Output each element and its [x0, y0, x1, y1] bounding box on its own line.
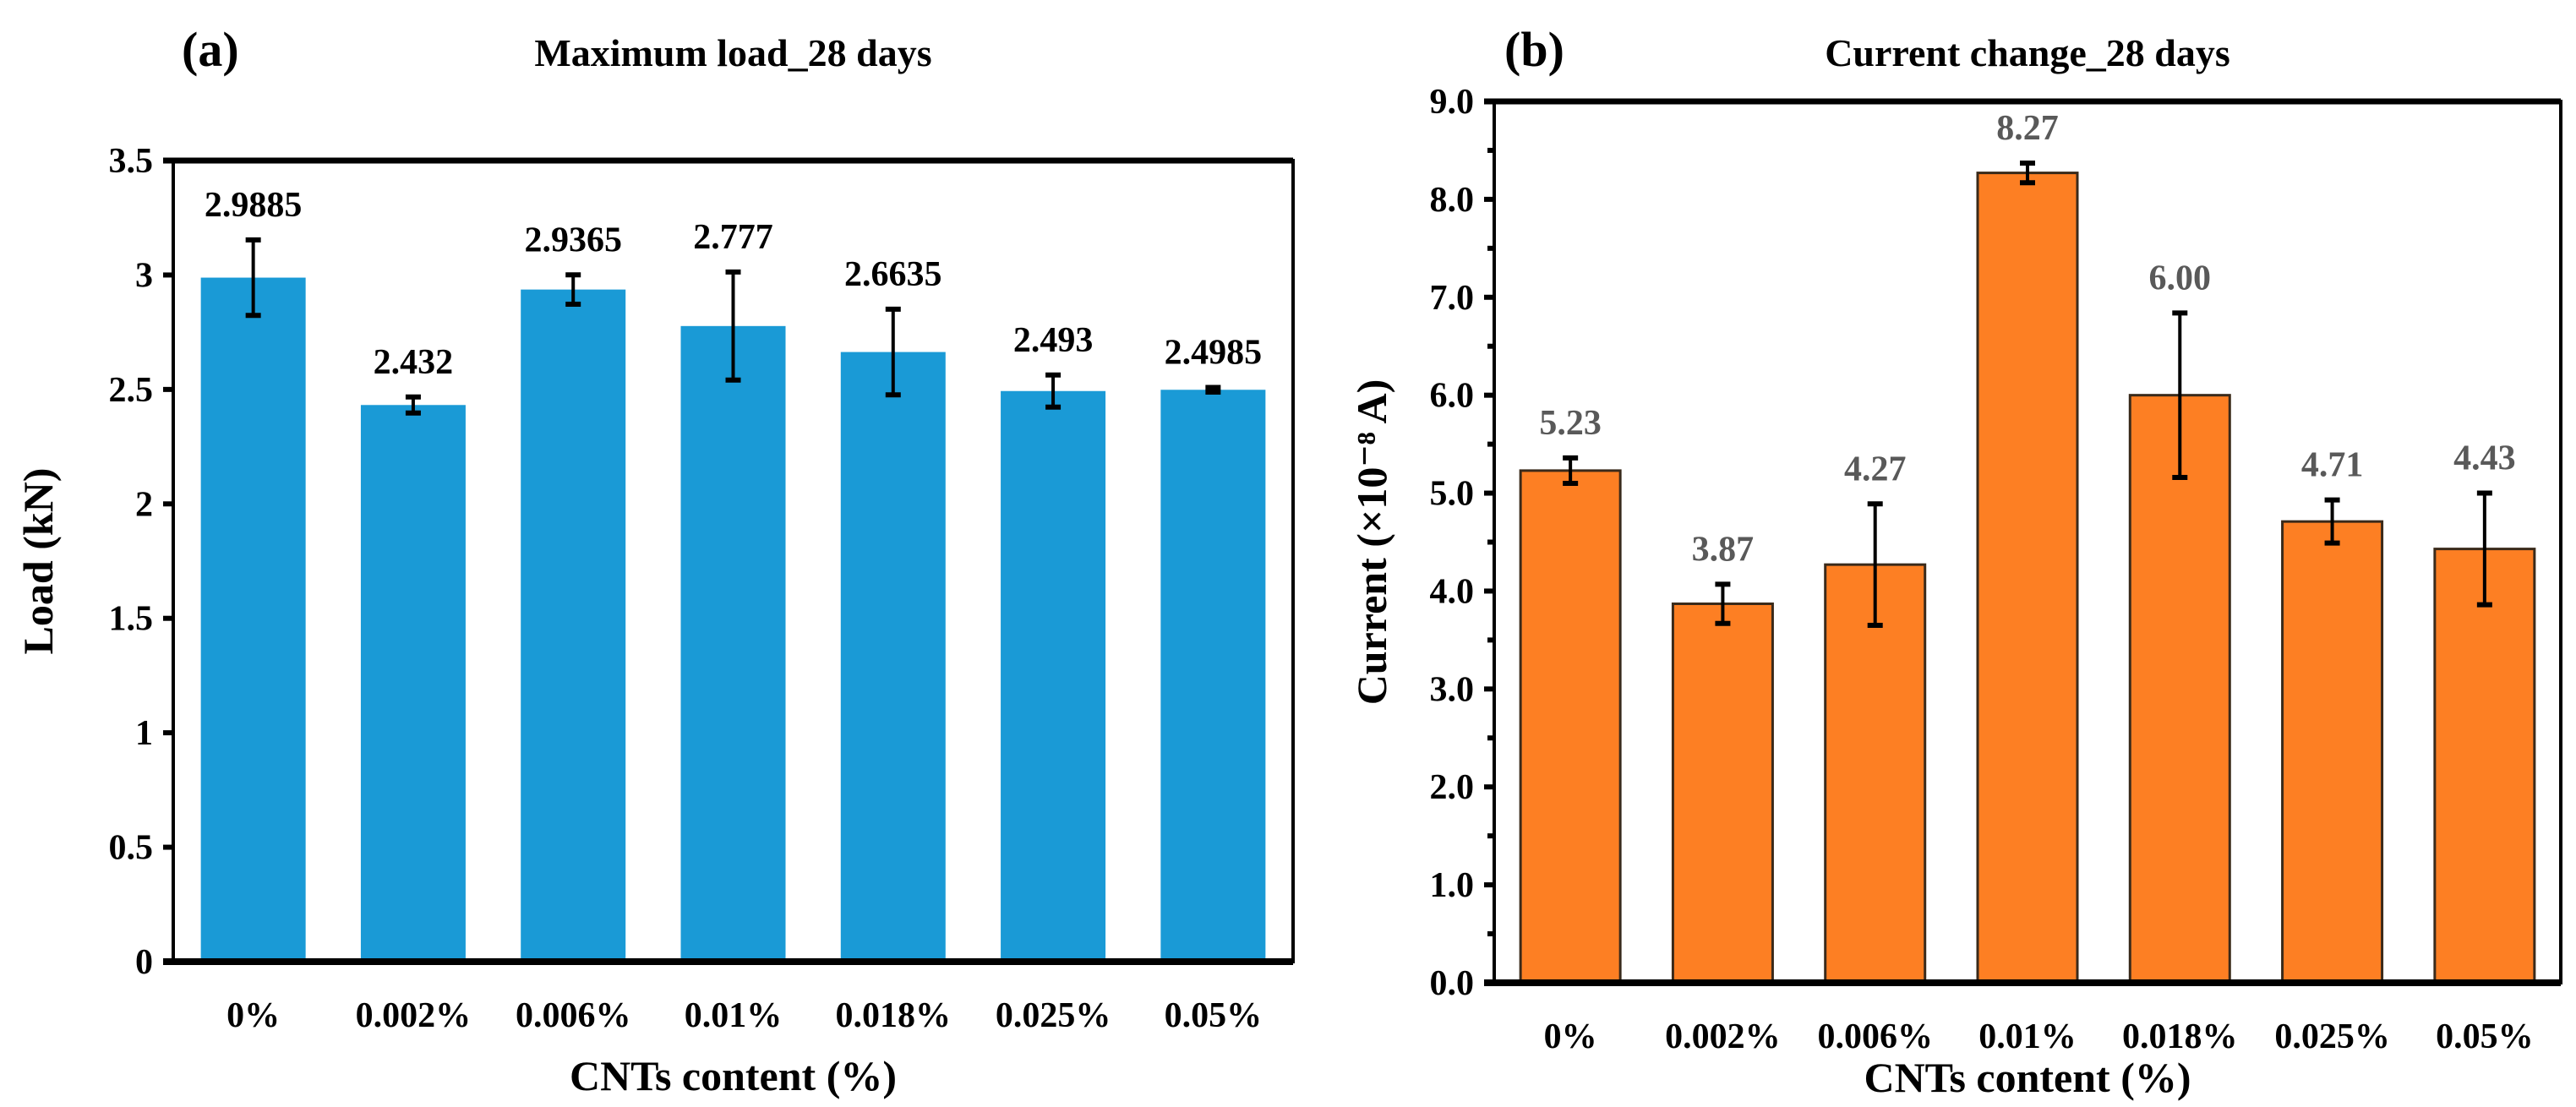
x-tick-label: 0.018%	[836, 996, 952, 1035]
bar	[840, 352, 946, 962]
x-tick-label: 0.01%	[685, 996, 783, 1035]
chart-panel-a: (a) Maximum load_28 days 2.9885 0% 2.432 0.00…	[14, 22, 1295, 1099]
y-tick-label: 2	[135, 485, 153, 524]
y-tick-label: 2.0	[1430, 768, 1475, 807]
bar	[2433, 548, 2536, 984]
panel-label: (a)	[182, 22, 239, 77]
x-tick-label: 0.018%	[2122, 1017, 2238, 1056]
x-tick-label: 0.025%	[2274, 1017, 2390, 1056]
x-tick-label: 0.01%	[1978, 1017, 2077, 1056]
bar	[2281, 520, 2384, 984]
chart-panel-b: (b) Current change_28 days 5.23 0% 3.87 0.002…	[1348, 22, 2562, 1101]
x-tick-label: 0%	[1544, 1017, 1597, 1056]
data-label: 2.493	[1013, 321, 1094, 360]
x-tick-label: 0.05%	[1165, 996, 1263, 1035]
data-label: 2.9885	[205, 186, 303, 225]
chart-title: Maximum load_28 days	[534, 31, 931, 74]
y-tick-label: 2.5	[109, 371, 154, 410]
bar	[2128, 394, 2231, 984]
x-axis-title: CNTs content (%)	[570, 1052, 897, 1099]
y-tick-label: 0	[135, 943, 153, 982]
x-tick-label: 0%	[226, 996, 280, 1035]
y-tick-label: 9.0	[1430, 83, 1475, 122]
y-tick-label: 0.5	[109, 829, 154, 868]
bar	[1976, 172, 2079, 984]
data-label: 5.23	[1539, 404, 1602, 443]
y-tick-label: 4.0	[1430, 572, 1475, 611]
chart-title: Current change_28 days	[1825, 31, 2230, 74]
bar	[1671, 603, 1774, 984]
bar	[1824, 563, 1927, 984]
data-label: 6.00	[2149, 259, 2212, 297]
data-label: 2.777	[693, 218, 773, 257]
data-label: 4.43	[2453, 439, 2516, 478]
x-axis-title: CNTs content (%)	[1864, 1054, 2191, 1101]
y-tick-label: 1.5	[109, 600, 154, 639]
y-tick-label: 7.0	[1430, 279, 1475, 318]
data-label: 2.4985	[1165, 334, 1263, 373]
panel-label: (b)	[1504, 22, 1564, 77]
data-label: 4.71	[2301, 446, 2364, 485]
bar	[680, 325, 786, 962]
y-axis-title: Load (kN)	[14, 468, 62, 655]
x-tick-label: 0.002%	[356, 996, 472, 1035]
data-label: 8.27	[1996, 109, 2059, 148]
bar	[521, 289, 626, 962]
data-label: 4.27	[1844, 450, 1907, 488]
data-label: 2.432	[374, 343, 454, 382]
x-tick-label: 0.05%	[2436, 1017, 2534, 1056]
bar	[1519, 469, 1622, 984]
bar	[1160, 390, 1266, 962]
bar	[1001, 390, 1106, 962]
x-tick-label: 0.002%	[1665, 1017, 1781, 1056]
y-tick-label: 6.0	[1430, 377, 1475, 416]
x-tick-label: 0.006%	[1817, 1017, 1933, 1056]
data-label: 2.9365	[524, 221, 622, 259]
y-tick-label: 8.0	[1430, 181, 1475, 220]
data-label: 3.87	[1692, 530, 1755, 569]
y-tick-label: 1.0	[1430, 866, 1475, 905]
x-tick-label: 0.025%	[996, 996, 1111, 1035]
bar	[200, 277, 306, 962]
bar	[360, 405, 466, 962]
y-tick-label: 3	[135, 256, 153, 295]
y-tick-label: 0.0	[1430, 964, 1475, 1003]
y-tick-label: 5.0	[1430, 475, 1475, 514]
x-tick-label: 0.006%	[516, 996, 631, 1035]
y-tick-label: 1	[135, 714, 153, 753]
data-label: 2.6635	[844, 255, 942, 294]
y-tick-label: 3.0	[1430, 670, 1475, 709]
y-axis-title: Current (×10⁻⁸ A)	[1348, 379, 1395, 706]
y-tick-label: 3.5	[109, 142, 154, 181]
